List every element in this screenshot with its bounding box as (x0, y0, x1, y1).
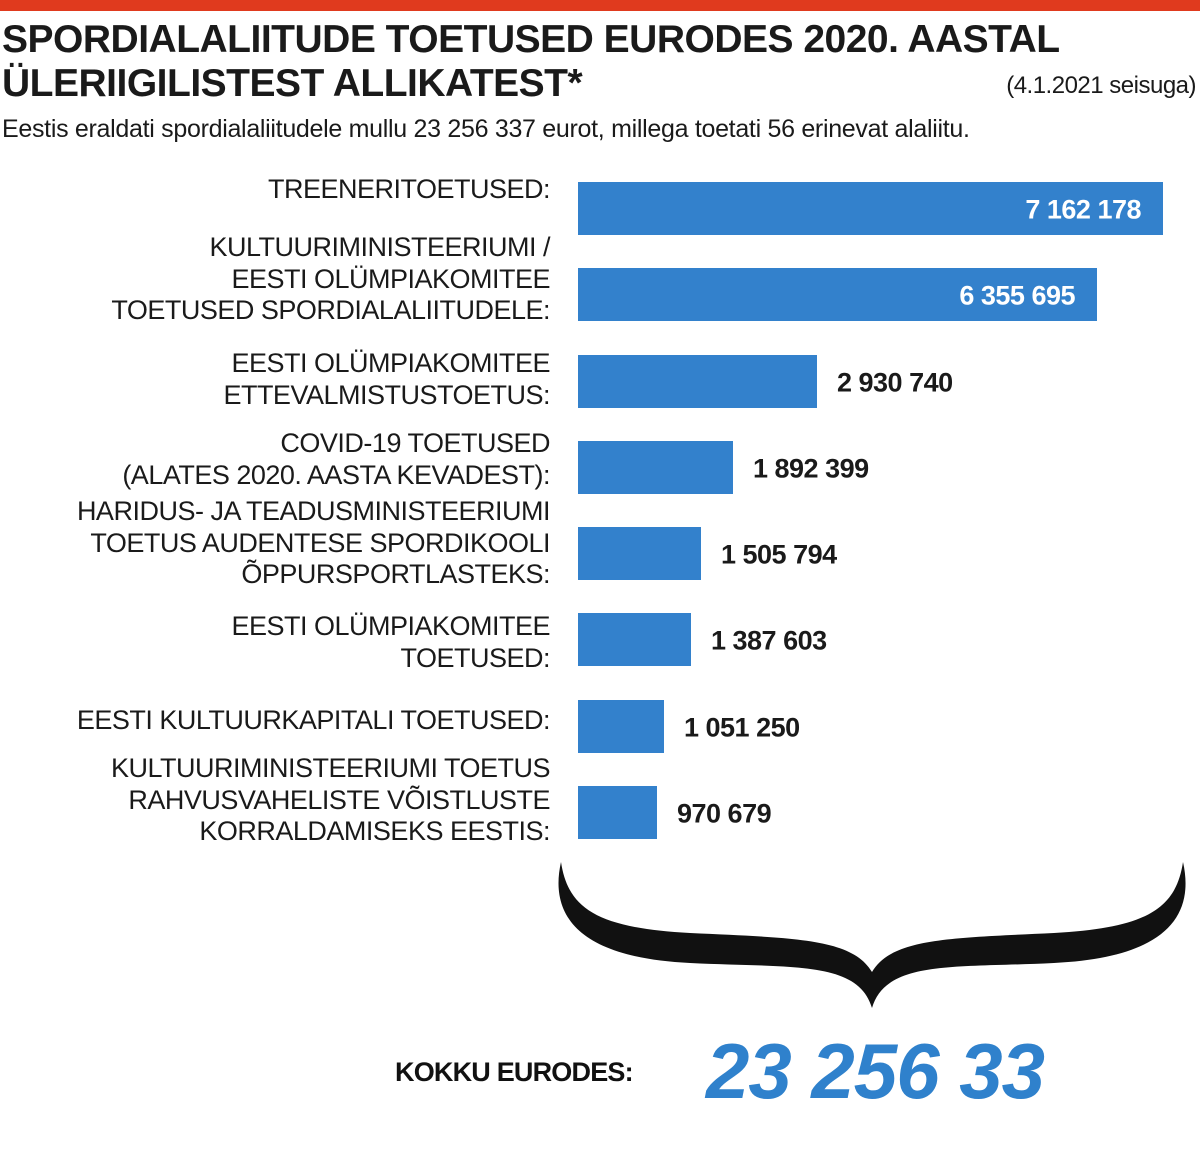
category-label-2: EESTI OLÜMPIAKOMITEE ETTEVALMISTUSTOETUS… (223, 348, 550, 410)
value-label-1: 6 355 695 (959, 281, 1075, 311)
value-label-0: 7 162 178 (1025, 195, 1141, 225)
value-label-6: 1 051 250 (684, 713, 800, 743)
category-label-6: EESTI KULTUURKAPITALI TOETUSED: (76, 705, 551, 735)
bar-5 (578, 613, 691, 666)
category-label-1: KULTUURIMINISTEERIUMI / EESTI OLÜMPIAKOM… (111, 232, 550, 325)
value-label-5: 1 387 603 (711, 626, 827, 656)
chart-title: SPORDIALALIITUDE TOETUSED EURODES 2020. … (2, 18, 1059, 105)
value-label-4: 1 505 794 (721, 540, 837, 570)
bar-6 (578, 700, 664, 753)
category-label-5: EESTI OLÜMPIAKOMITEE TOETUSED: (231, 611, 550, 673)
brace-icon (558, 862, 1186, 1008)
category-label-4: HARIDUS- JA TEADUSMINISTEERIUMI TOETUS A… (76, 496, 551, 589)
value-label-3: 1 892 399 (753, 454, 869, 484)
chart-subtitle: Eestis eraldati spordialaliitudele mullu… (2, 115, 970, 143)
category-label-3: COVID-19 TOETUSED (ALATES 2020. AASTA KE… (122, 428, 550, 490)
total-label: KOKKU EURODES: (395, 1057, 634, 1087)
bar-chart: 7 162 178 6 355 695 2 930 740 1 892 399 1 50… (578, 182, 1163, 839)
bar-1 (578, 268, 1097, 321)
bar-2 (578, 355, 817, 408)
category-label-0: TREENERITOETUSED: (267, 174, 551, 204)
category-label-7: KULTUURIMINISTEERIUMI TOETUS RAHVUSVAHEL… (110, 753, 551, 846)
bar-7 (578, 786, 657, 839)
bar-0 (578, 182, 1163, 235)
date-note: (4.1.2021 seisuga) (1006, 72, 1196, 99)
value-label-7: 970 679 (677, 799, 772, 829)
bar-4 (578, 527, 701, 580)
top-accent-rule (0, 0, 1200, 11)
value-label-2: 2 930 740 (837, 368, 953, 398)
bar-3 (578, 441, 733, 494)
total-value: 23 256 33 (706, 1027, 1045, 1115)
